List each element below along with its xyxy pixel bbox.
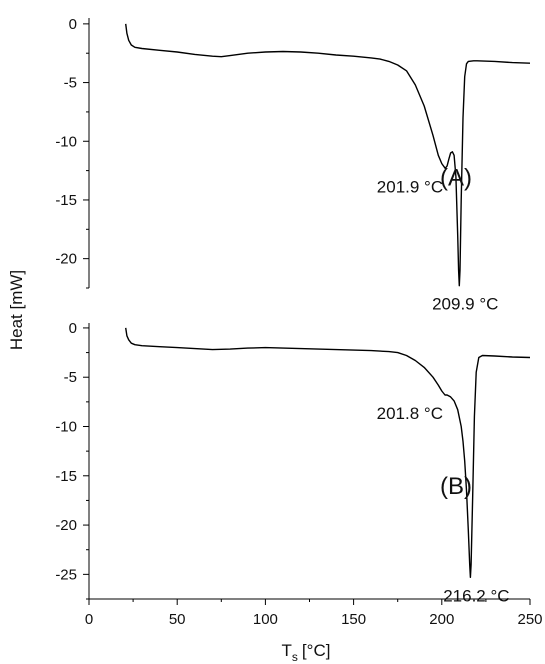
panel-a: 0 -5 -10 -15 -20 201.9 °C 209.9 °C (A) <box>55 16 531 314</box>
x-axis-title-subscript: s <box>292 650 298 664</box>
peak-annotation: 209.9 °C <box>432 295 498 314</box>
peak-annotation: 201.9 °C <box>377 177 443 196</box>
panel-label: (B) <box>440 473 472 500</box>
x-tick-label: 250 <box>517 611 542 628</box>
x-tick-label: 100 <box>253 611 278 628</box>
y-tick-label: -20 <box>55 517 77 534</box>
x-axis: 0 50 100 150 200 250 <box>85 598 543 628</box>
y-tick-label: -5 <box>64 75 77 92</box>
y-axis-title: Heat [mW] <box>7 270 26 350</box>
y-tick-label: -5 <box>64 369 77 386</box>
x-axis-title-main: T <box>282 641 292 660</box>
y-tick-label: -20 <box>55 251 77 268</box>
peak-annotation: 201.8 °C <box>377 404 443 423</box>
y-tick-label: 0 <box>69 320 77 337</box>
x-axis-title-unit: [°C] <box>302 641 331 660</box>
chart-panels: 0 -5 -10 -15 -20 201.9 °C 209.9 °C (A) 0 -5 -10 -15… <box>55 16 531 605</box>
x-axis-title: Ts [°C] <box>282 641 331 664</box>
x-tick-label: 50 <box>169 611 186 628</box>
y-tick-label: -15 <box>55 468 77 485</box>
y-tick-label: 0 <box>69 16 77 33</box>
heat-flow-curve <box>125 327 531 578</box>
heat-flow-curve <box>125 23 531 287</box>
y-tick-label: -10 <box>55 419 77 436</box>
x-tick-label: 200 <box>429 611 454 628</box>
peak-annotation: 216.2 °C <box>443 586 509 605</box>
y-tick-label: -10 <box>55 133 77 150</box>
x-tick-label: 150 <box>341 611 366 628</box>
y-tick-label: -15 <box>55 192 77 209</box>
y-tick-label: -25 <box>55 566 77 583</box>
panel-b: 0 -5 -10 -15 -20 -25 201.8 °C 216.2 °C (B) <box>55 320 531 605</box>
x-tick-label: 0 <box>85 611 93 628</box>
panel-label: (A) <box>440 164 472 191</box>
